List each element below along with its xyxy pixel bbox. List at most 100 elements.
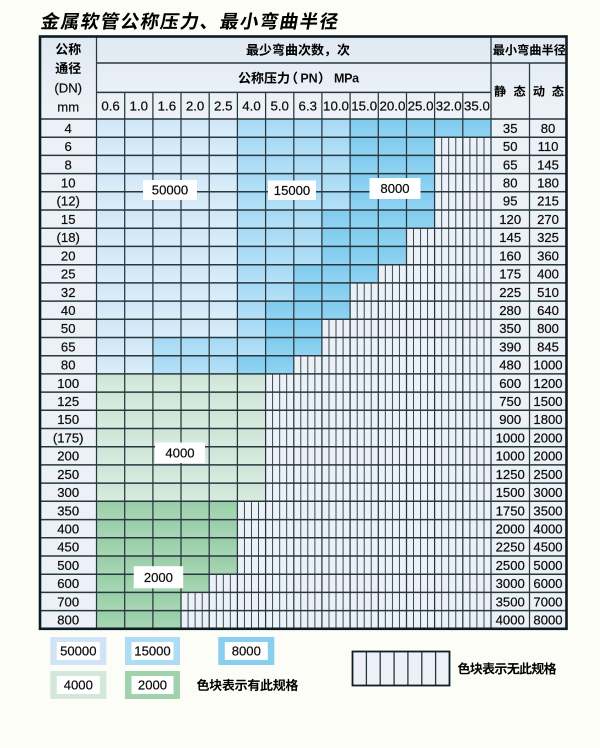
svg-text:6000: 6000 <box>533 576 562 591</box>
svg-text:180: 180 <box>537 176 559 191</box>
svg-text:25: 25 <box>61 267 76 282</box>
svg-text:800: 800 <box>57 613 79 628</box>
svg-text:215: 215 <box>537 194 559 209</box>
svg-text:2500: 2500 <box>496 558 525 573</box>
svg-text:1250: 1250 <box>496 467 525 482</box>
svg-text:400: 400 <box>537 267 559 282</box>
svg-text:10.0: 10.0 <box>323 99 349 114</box>
svg-text:1800: 1800 <box>533 412 562 427</box>
svg-text:40: 40 <box>61 303 76 318</box>
svg-text:750: 750 <box>499 394 521 409</box>
svg-text:2000: 2000 <box>144 570 173 585</box>
svg-text:25.0: 25.0 <box>408 99 434 114</box>
svg-text:4000: 4000 <box>165 445 194 460</box>
svg-text:8000: 8000 <box>380 181 409 196</box>
svg-text:4000: 4000 <box>64 678 93 693</box>
svg-text:(18): (18) <box>57 230 80 245</box>
svg-text:20.0: 20.0 <box>379 99 405 114</box>
svg-text:300: 300 <box>57 485 79 500</box>
svg-text:2000: 2000 <box>496 522 525 537</box>
svg-text:145: 145 <box>537 157 559 172</box>
svg-text:mm: mm <box>57 99 79 114</box>
svg-text:35: 35 <box>503 121 518 136</box>
svg-text:10: 10 <box>61 176 76 191</box>
svg-text:50: 50 <box>503 139 518 154</box>
svg-text:4000: 4000 <box>496 613 525 628</box>
svg-text:270: 270 <box>537 212 559 227</box>
svg-text:1.6: 1.6 <box>158 99 177 114</box>
svg-text:20: 20 <box>61 248 76 263</box>
svg-text:8: 8 <box>65 157 72 172</box>
svg-text:390: 390 <box>499 339 521 354</box>
svg-text:5000: 5000 <box>533 558 562 573</box>
svg-text:4000: 4000 <box>533 522 562 537</box>
svg-text:4: 4 <box>65 121 72 136</box>
svg-text:4500: 4500 <box>533 540 562 555</box>
svg-text:15.0: 15.0 <box>351 99 377 114</box>
svg-text:225: 225 <box>499 285 521 300</box>
svg-text:350: 350 <box>57 503 79 518</box>
svg-text:360: 360 <box>537 248 559 263</box>
svg-text:1500: 1500 <box>496 485 525 500</box>
svg-text:8000: 8000 <box>232 644 261 659</box>
svg-text:2.0: 2.0 <box>186 99 205 114</box>
svg-text:1750: 1750 <box>496 503 525 518</box>
svg-text:15000: 15000 <box>274 183 310 198</box>
svg-text:800: 800 <box>537 321 559 336</box>
svg-text:8000: 8000 <box>533 613 562 628</box>
svg-text:1200: 1200 <box>533 376 562 391</box>
svg-text:175: 175 <box>499 267 521 282</box>
svg-text:2500: 2500 <box>533 467 562 482</box>
svg-text:1500: 1500 <box>533 394 562 409</box>
svg-text:900: 900 <box>499 412 521 427</box>
svg-text:110: 110 <box>538 139 559 154</box>
svg-text:3500: 3500 <box>496 594 525 609</box>
svg-text:(DN): (DN) <box>54 80 82 95</box>
svg-text:1.0: 1.0 <box>130 99 149 114</box>
svg-text:600: 600 <box>499 376 521 391</box>
svg-text:280: 280 <box>499 303 521 318</box>
svg-text:80: 80 <box>61 358 76 373</box>
svg-text:32: 32 <box>61 285 76 300</box>
svg-text:160: 160 <box>499 248 521 263</box>
svg-text:400: 400 <box>57 522 79 537</box>
svg-text:200: 200 <box>57 449 79 464</box>
svg-text:125: 125 <box>57 394 79 409</box>
svg-text:3000: 3000 <box>533 485 562 500</box>
svg-text:7000: 7000 <box>533 594 562 609</box>
svg-text:50000: 50000 <box>152 183 188 198</box>
svg-text:3500: 3500 <box>533 503 562 518</box>
svg-text:0.6: 0.6 <box>101 99 120 114</box>
svg-text:2000: 2000 <box>533 449 562 464</box>
svg-text:35.0: 35.0 <box>464 99 490 114</box>
svg-text:510: 510 <box>537 285 559 300</box>
svg-text:15000: 15000 <box>134 644 170 659</box>
svg-text:250: 250 <box>57 467 79 482</box>
svg-text:2000: 2000 <box>533 430 562 445</box>
svg-text:2.5: 2.5 <box>214 99 233 114</box>
svg-text:MPa: MPa <box>334 71 360 85</box>
svg-text:80: 80 <box>503 176 518 191</box>
svg-text:450: 450 <box>57 540 79 555</box>
svg-text:65: 65 <box>503 157 518 172</box>
svg-text:50000: 50000 <box>60 644 96 659</box>
svg-text:640: 640 <box>537 303 559 318</box>
svg-text:145: 145 <box>499 230 521 245</box>
svg-text:PN: PN <box>300 71 317 85</box>
svg-text:(175): (175) <box>53 430 84 445</box>
svg-text:15: 15 <box>61 212 76 227</box>
svg-text:5.0: 5.0 <box>270 99 289 114</box>
svg-text:325: 325 <box>537 230 559 245</box>
svg-text:1000: 1000 <box>496 430 525 445</box>
svg-text:2250: 2250 <box>496 540 525 555</box>
svg-text:50: 50 <box>61 321 76 336</box>
svg-text:700: 700 <box>57 594 79 609</box>
svg-text:120: 120 <box>499 212 521 227</box>
svg-text:6: 6 <box>65 139 72 154</box>
svg-text:6.3: 6.3 <box>299 99 318 114</box>
svg-text:100: 100 <box>57 376 79 391</box>
svg-text:845: 845 <box>537 339 559 354</box>
svg-text:1000: 1000 <box>496 449 525 464</box>
svg-text:2000: 2000 <box>138 678 167 693</box>
svg-text:480: 480 <box>499 358 521 373</box>
